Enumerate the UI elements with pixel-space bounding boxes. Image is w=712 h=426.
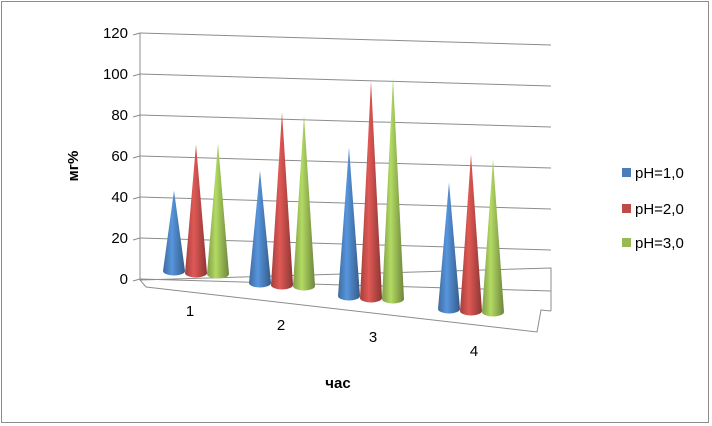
cone-shape [293, 115, 315, 291]
cone-pH=2,0-4 [460, 154, 482, 316]
y-tick-label: 80 [111, 107, 128, 124]
gridline-diag [132, 278, 141, 282]
gridline-diag [132, 73, 141, 77]
y-tick-label: 40 [111, 189, 128, 206]
gridline-diag [132, 32, 141, 36]
cone-pH=1,0-4 [438, 182, 460, 314]
legend-label: pH=3,0 [635, 235, 684, 252]
legend: pH=1,0 pH=2,0 pH=3,0 [622, 165, 684, 252]
x-tick-label: 3 [369, 329, 377, 346]
x-tick-label: 1 [186, 303, 194, 320]
gridline-diag [132, 237, 141, 241]
cone-shape [185, 144, 207, 278]
cone-shape [482, 159, 504, 317]
y-tick-label: 120 [103, 25, 128, 42]
cone-shape [382, 78, 404, 304]
legend-swatch [622, 238, 631, 247]
x-tick-labels: 1 2 3 4 [186, 303, 478, 360]
cone-pH=2,0-2 [271, 112, 293, 290]
cone-pH=3,0-3 [382, 78, 404, 304]
gridline [139, 155, 552, 169]
cone-pH=3,0-2 [293, 115, 315, 291]
cone-shape [207, 143, 229, 279]
cone-shape [360, 81, 382, 303]
legend-label: pH=2,0 [635, 201, 684, 218]
y-tick-label: 100 [103, 66, 128, 83]
cone-pH=1,0-1 [163, 190, 185, 276]
cone-shape [438, 182, 460, 314]
gridline [139, 114, 552, 128]
left-wall-edge [139, 33, 147, 288]
cone-pH=3,0-1 [207, 143, 229, 279]
gridline [139, 73, 552, 87]
cone-shape [163, 190, 185, 276]
legend-label: pH=1,0 [635, 165, 684, 182]
y-tick-label: 20 [111, 230, 128, 247]
cone-pH=1,0-3 [338, 147, 360, 301]
x-tick-label: 2 [277, 317, 285, 334]
cone-shape [338, 147, 360, 301]
gridline-diag [132, 114, 141, 118]
legend-swatch [622, 168, 631, 177]
floor-front-edge [145, 286, 552, 333]
cone-pH=2,0-1 [185, 144, 207, 278]
y-tick-label: 60 [111, 148, 128, 165]
cone-shape [271, 112, 293, 290]
cone-pH=2,0-3 [360, 81, 382, 303]
x-axis-title: час [325, 375, 350, 392]
cone-shape [249, 170, 271, 288]
cone-shape [460, 154, 482, 316]
x-tick-label: 4 [470, 343, 478, 360]
y-axis-title: мг% [65, 151, 82, 182]
y-tick-label: 0 [120, 271, 128, 288]
gridline-diag [132, 196, 141, 200]
gridline-diag [132, 155, 141, 159]
cone-pH=3,0-4 [482, 159, 504, 317]
cones-layer [163, 78, 504, 317]
gridline [139, 32, 552, 46]
y-tick-labels: 0 20 40 60 80 100 120 [103, 25, 128, 288]
legend-swatch [622, 204, 631, 213]
cone-pH=1,0-2 [249, 170, 271, 288]
